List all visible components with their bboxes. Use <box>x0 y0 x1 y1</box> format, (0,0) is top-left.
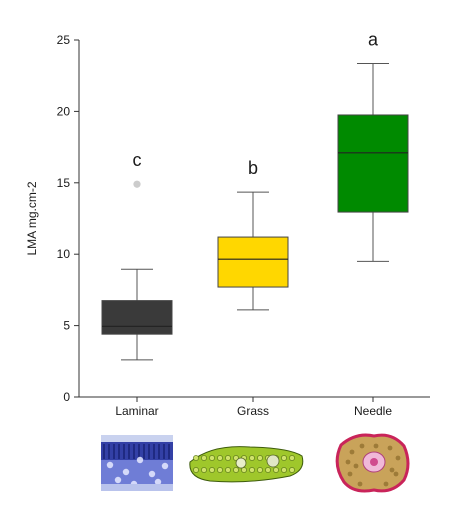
palisade-cell <box>113 444 115 459</box>
mesophyll-cell <box>193 455 199 461</box>
significance-label-grass: b <box>248 158 258 178</box>
laminar-upper-epidermis <box>101 435 173 442</box>
mesophyll-cell <box>257 467 263 473</box>
x-tick-label-needle: Needle <box>354 404 392 418</box>
spongy-air-space <box>106 461 114 469</box>
palisade-cell <box>143 444 145 459</box>
palisade-cell <box>123 444 125 459</box>
vascular-bundle <box>266 454 280 468</box>
needle-cell <box>393 471 399 477</box>
laminar-leaf-cross-section-icon <box>101 435 173 491</box>
palisade-cell <box>153 444 155 459</box>
palisade-cell <box>148 444 150 459</box>
y-tick-label: 20 <box>57 104 71 118</box>
needle-cell <box>353 463 359 469</box>
palisade-cell <box>118 444 120 459</box>
needle-vascular-center <box>370 458 378 466</box>
mesophyll-cell <box>249 455 255 461</box>
mesophyll-cell <box>225 467 231 473</box>
x-tick-label-laminar: Laminar <box>115 404 158 418</box>
palisade-cell <box>163 444 165 459</box>
y-tick-label: 15 <box>57 176 71 190</box>
significance-label-laminar: c <box>133 150 142 170</box>
mesophyll-cell <box>257 455 263 461</box>
needle-cell <box>359 443 365 449</box>
mesophyll-cell <box>201 455 207 461</box>
box-body <box>217 236 289 288</box>
mesophyll-cell <box>209 455 215 461</box>
needle-cell <box>357 481 363 487</box>
mesophyll-cell <box>289 455 295 461</box>
palisade-cell <box>108 444 110 459</box>
palisade-cell <box>138 444 140 459</box>
y-tick-label: 10 <box>57 247 71 261</box>
needle-cell <box>349 449 355 455</box>
mesophyll-cell <box>281 467 287 473</box>
axes: 0 5 10 15 20 25 Laminar Grass Needle LMA mg.cm-2 <box>25 33 430 418</box>
mesophyll-cell <box>273 467 279 473</box>
box-series: c b a <box>101 30 409 361</box>
box-body <box>337 114 409 213</box>
mesophyll-cell <box>249 467 255 473</box>
needle-cell <box>347 471 353 477</box>
mesophyll-cell <box>201 467 207 473</box>
laminar-palisade <box>101 442 173 460</box>
mesophyll-cell <box>217 467 223 473</box>
y-tick-label: 5 <box>63 319 70 333</box>
spongy-air-space <box>148 470 156 478</box>
box-grass: b <box>217 158 289 311</box>
grass-blade <box>189 446 304 483</box>
mesophyll-cell <box>233 467 239 473</box>
needle-cell <box>383 481 389 487</box>
spongy-air-space <box>114 476 122 484</box>
mesophyll-cell <box>265 467 271 473</box>
needle-cell <box>373 443 379 449</box>
laminar-lower-epidermis <box>101 484 173 491</box>
spongy-air-space <box>161 462 169 470</box>
needle-cell <box>395 455 401 461</box>
outlier-point <box>133 180 141 188</box>
mesophyll-cell <box>225 455 231 461</box>
spongy-air-space <box>136 456 144 464</box>
mesophyll-cell <box>281 455 287 461</box>
mesophyll-cell <box>209 467 215 473</box>
y-axis-title: LMA mg.cm-2 <box>25 181 39 255</box>
palisade-cell <box>133 444 135 459</box>
needle-cell <box>345 459 351 465</box>
grass-leaf-cross-section-icon <box>189 446 304 483</box>
leaf-thumbnails <box>101 433 410 493</box>
needle-cell <box>389 467 395 473</box>
palisade-cell <box>168 444 170 459</box>
vascular-bundle <box>235 457 247 469</box>
mesophyll-cell <box>193 467 199 473</box>
needle-leaf-cross-section-icon <box>335 433 410 493</box>
spongy-air-space <box>154 478 162 486</box>
box-laminar: c <box>101 150 173 361</box>
palisade-cell <box>158 444 160 459</box>
mesophyll-cell <box>289 467 295 473</box>
mesophyll-cell <box>217 455 223 461</box>
needle-cell <box>387 445 393 451</box>
palisade-cell <box>103 444 105 459</box>
spongy-air-space <box>122 468 130 476</box>
palisade-cell <box>128 444 130 459</box>
y-tick-label: 0 <box>63 390 70 404</box>
box-body <box>101 300 173 335</box>
significance-label-needle: a <box>368 30 379 50</box>
x-tick-label-grass: Grass <box>237 404 269 418</box>
box-needle: a <box>337 30 409 262</box>
y-tick-label: 25 <box>57 33 71 47</box>
